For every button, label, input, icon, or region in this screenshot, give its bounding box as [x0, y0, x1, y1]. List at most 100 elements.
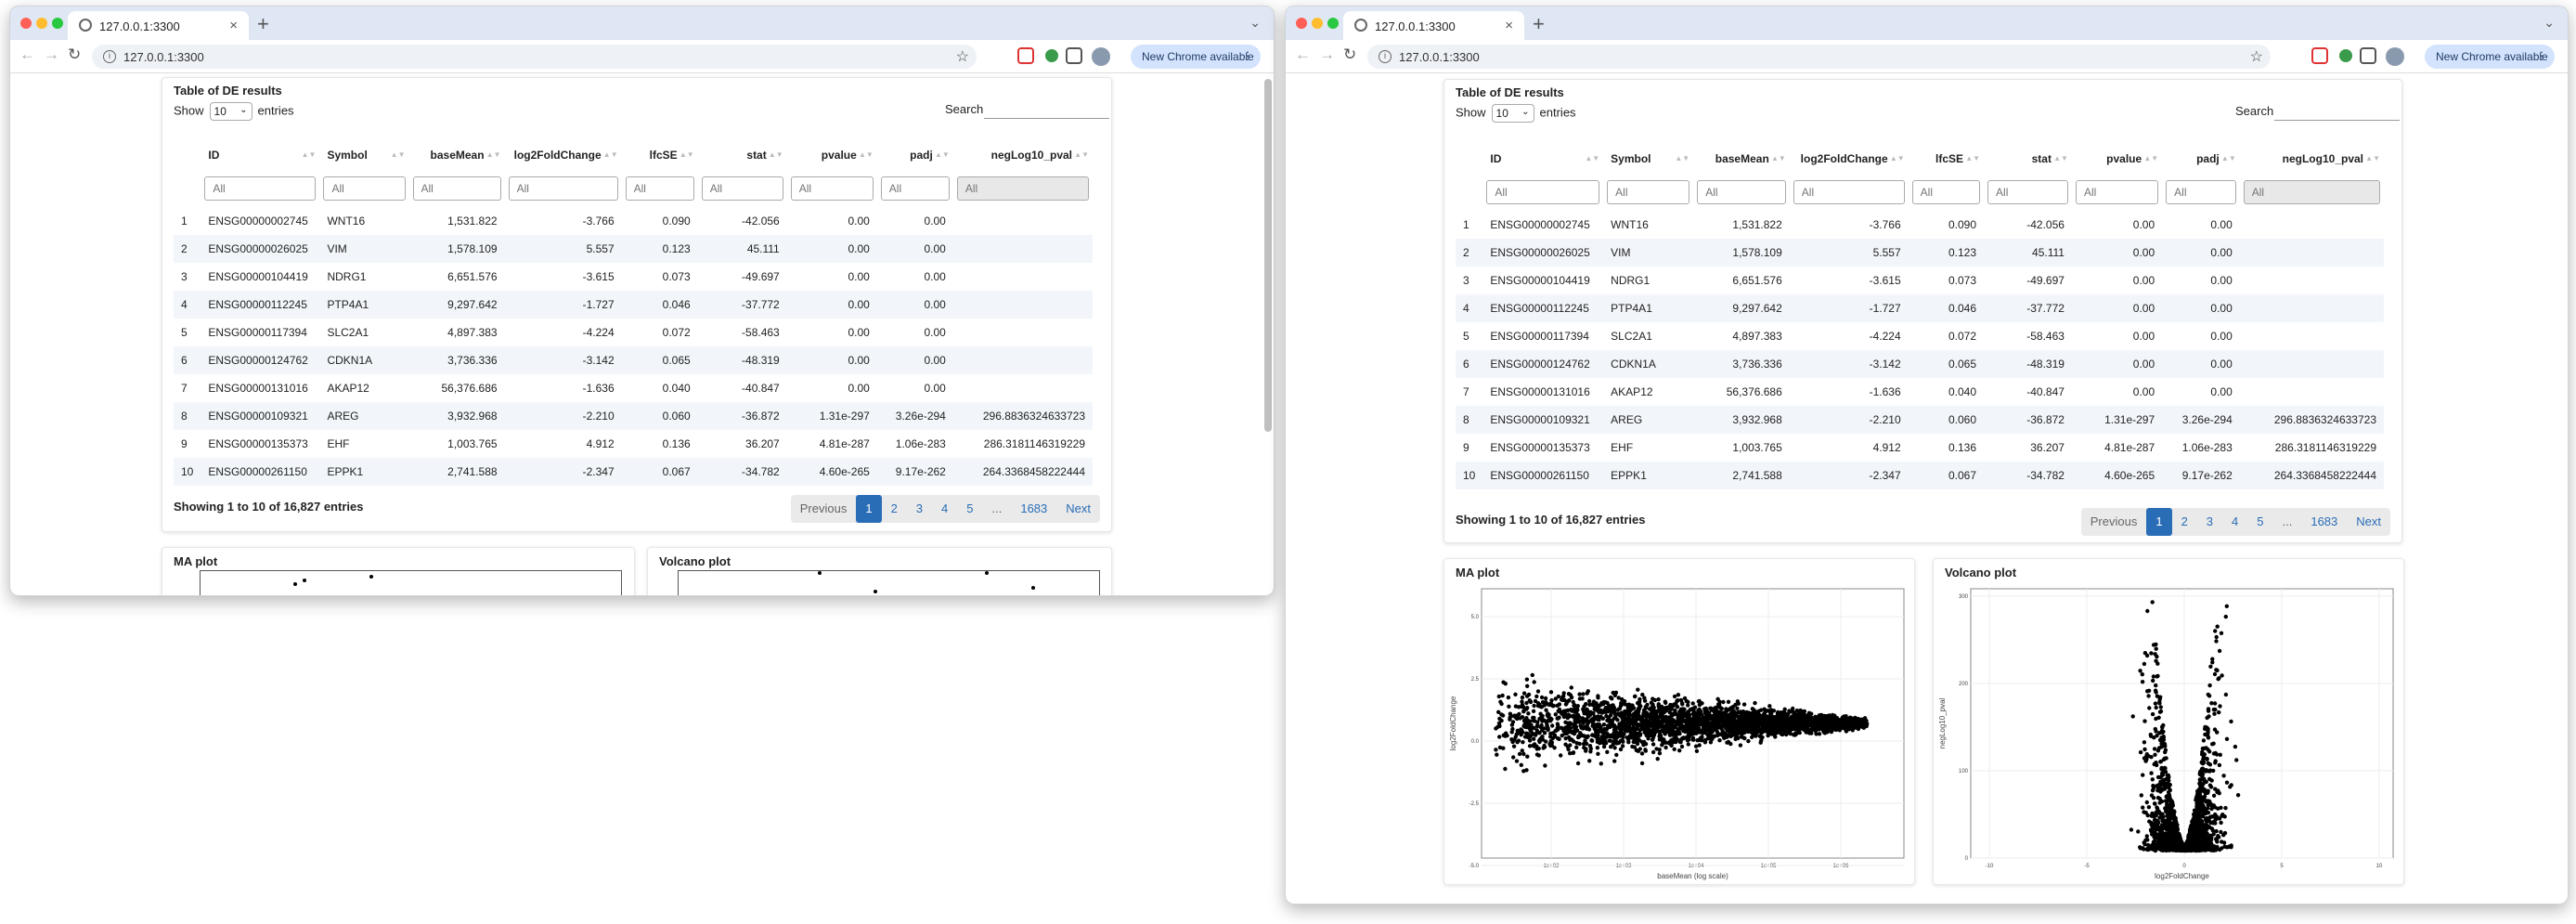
next-page-button[interactable]: Next [2356, 514, 2381, 528]
column-filter-input[interactable] [1987, 180, 2068, 204]
table-row[interactable]: 1 ENSG00000002745 WNT16 1,531.822 -3.766 0.09… [1456, 211, 2384, 239]
col-header[interactable]: pvalue ▲▼ [2072, 143, 2162, 174]
entries-per-page-select[interactable]: 10 ⌄ [1491, 104, 1534, 123]
col-header[interactable]: ID ▲▼ [1482, 143, 1603, 174]
table-row[interactable]: 3 ENSG00000104419 NDRG1 6,651.576 -3.615 0.07… [1456, 267, 2384, 294]
reload-icon[interactable]: ↻ [68, 46, 82, 63]
table-row[interactable]: 10 ENSG00000261150 EPPK1 2,741.588 -2.347 0.0… [174, 458, 1093, 486]
maximize-window-button[interactable] [1327, 18, 1339, 29]
bookmark-star-icon[interactable]: ☆ [2249, 49, 2263, 65]
col-header[interactable]: baseMean ▲▼ [409, 139, 505, 170]
browser-tab[interactable]: 127.0.0.1:3300 × [68, 11, 249, 40]
page-button[interactable]: 2 [2181, 514, 2188, 528]
new-tab-icon[interactable]: + [257, 12, 269, 35]
table-row[interactable]: 4 ENSG00000112245 PTP4A1 9,297.642 -1.727 0.0… [174, 291, 1093, 319]
forward-icon[interactable]: → [1319, 46, 1335, 63]
column-filter-input[interactable] [2166, 180, 2236, 204]
page-button[interactable]: 5 [966, 501, 974, 515]
table-row[interactable]: 6 ENSG00000124762 CDKN1A 3,736.336 -3.142 0.0… [1456, 350, 2384, 378]
col-header[interactable]: pvalue ▲▼ [787, 139, 877, 170]
table-row[interactable]: 1 ENSG00000002745 WNT16 1,531.822 -3.766 0.09… [174, 207, 1093, 235]
column-filter-input[interactable] [1486, 180, 1600, 204]
table-row[interactable]: 9 ENSG00000135373 EHF 1,003.765 4.912 0.136 36… [1456, 434, 2384, 462]
col-header[interactable]: padj ▲▼ [2162, 143, 2240, 174]
table-row[interactable]: 2 ENSG00000026025 VIM 1,578.109 5.557 0.123 45… [174, 235, 1093, 263]
column-filter-input[interactable] [1607, 180, 1690, 204]
new-chrome-available-button[interactable]: New Chrome available ⋮ [1131, 45, 1261, 69]
forward-icon[interactable]: → [44, 46, 59, 63]
col-header[interactable]: Symbol ▲▼ [319, 139, 408, 170]
page-button[interactable]: 3 [915, 501, 924, 515]
column-filter-input[interactable] [880, 176, 950, 201]
col-header[interactable]: baseMean ▲▼ [1693, 143, 1790, 174]
column-filter-input[interactable] [2075, 180, 2159, 204]
pocket-extension-icon[interactable] [1017, 47, 1034, 64]
close-tab-icon[interactable]: × [1505, 18, 1513, 33]
col-header[interactable]: negLog10_pval ▲▼ [2240, 143, 2384, 174]
kebab-menu-icon[interactable]: ⋮ [2536, 49, 2547, 62]
table-row[interactable]: 9 ENSG00000135373 EHF 1,003.765 4.912 0.136 36… [174, 430, 1093, 458]
table-row[interactable]: 10 ENSG00000261150 EPPK1 2,741.588 -2.347 0.0… [1456, 462, 2384, 489]
col-header[interactable]: log2FoldChange ▲▼ [1790, 143, 1909, 174]
column-filter-input[interactable] [1911, 180, 1981, 204]
entries-per-page-select[interactable]: 10 ⌄ [209, 102, 252, 121]
column-filter-input[interactable] [625, 176, 694, 201]
page-button[interactable]: 1683 [1020, 501, 1048, 515]
col-header[interactable]: log2FoldChange ▲▼ [505, 139, 622, 170]
page-button[interactable]: 5 [2257, 514, 2264, 528]
column-filter-input[interactable] [508, 176, 618, 201]
bookmark-star-icon[interactable]: ☆ [955, 49, 969, 65]
green-extension-icon[interactable] [1045, 49, 1058, 62]
col-header[interactable]: stat ▲▼ [698, 139, 787, 170]
new-chrome-available-button[interactable]: New Chrome available ⋮ [2425, 45, 2555, 69]
address-bar[interactable]: i 127.0.0.1:3300 ☆ [92, 45, 977, 69]
page-button[interactable]: 3 [2206, 514, 2214, 528]
close-tab-icon[interactable]: × [229, 18, 238, 33]
col-header[interactable]: stat ▲▼ [1984, 143, 2072, 174]
tab-search-chevron-icon[interactable]: ⌄ [1249, 15, 1261, 30]
page-button[interactable]: 1683 [2311, 514, 2338, 528]
site-info-icon[interactable]: i [1379, 50, 1392, 63]
col-header[interactable]: negLog10_pval ▲▼ [953, 139, 1093, 170]
col-header[interactable]: lfcSE ▲▼ [1909, 143, 1984, 174]
column-filter-input[interactable] [1793, 180, 1905, 204]
tab-search-chevron-icon[interactable]: ⌄ [2544, 15, 2555, 30]
site-info-icon[interactable]: i [103, 50, 116, 63]
profile-avatar[interactable] [1092, 47, 1110, 66]
column-filter-input[interactable] [701, 176, 783, 201]
next-page-button[interactable]: Next [1066, 501, 1091, 515]
close-window-button[interactable] [20, 18, 32, 29]
page-button[interactable]: 4 [941, 501, 949, 515]
green-extension-icon[interactable] [2339, 49, 2352, 62]
page-button[interactable]: 1 [856, 495, 882, 523]
col-header[interactable]: Symbol ▲▼ [1603, 143, 1693, 174]
col-header[interactable]: ID ▲▼ [201, 139, 319, 170]
table-row[interactable]: 8 ENSG00000109321 AREG 3,932.968 -2.210 0.060… [174, 402, 1093, 430]
search-input[interactable] [2274, 102, 2400, 121]
search-input[interactable] [984, 100, 1109, 119]
table-row[interactable]: 8 ENSG00000109321 AREG 3,932.968 -2.210 0.060… [1456, 406, 2384, 434]
back-icon[interactable]: ← [19, 46, 35, 63]
back-icon[interactable]: ← [1295, 46, 1311, 63]
extensions-puzzle-icon[interactable] [2360, 47, 2376, 64]
column-filter-input[interactable] [323, 176, 406, 201]
extensions-puzzle-icon[interactable] [1066, 47, 1082, 64]
table-row[interactable]: 5 ENSG00000117394 SLC2A1 4,897.383 -4.224 0.0… [1456, 322, 2384, 350]
profile-avatar[interactable] [2386, 47, 2404, 66]
previous-page-button[interactable]: Previous [799, 501, 848, 515]
page-button[interactable]: 4 [2232, 514, 2239, 528]
maximize-window-button[interactable] [52, 18, 63, 29]
close-window-button[interactable] [1296, 18, 1307, 29]
col-header[interactable]: lfcSE ▲▼ [622, 139, 698, 170]
pocket-extension-icon[interactable] [2311, 47, 2328, 64]
table-row[interactable]: 5 ENSG00000117394 SLC2A1 4,897.383 -4.224 0.0… [174, 319, 1093, 346]
reload-icon[interactable]: ↻ [1343, 46, 1357, 63]
kebab-menu-icon[interactable]: ⋮ [1242, 49, 1253, 62]
table-row[interactable]: 4 ENSG00000112245 PTP4A1 9,297.642 -1.727 0.0… [1456, 294, 2384, 322]
col-header[interactable]: padj ▲▼ [877, 139, 953, 170]
minimize-window-button[interactable] [36, 18, 47, 29]
table-row[interactable]: 6 ENSG00000124762 CDKN1A 3,736.336 -3.142 0.0… [174, 346, 1093, 374]
minimize-window-button[interactable] [1312, 18, 1323, 29]
page-button[interactable]: 1 [2146, 508, 2172, 536]
table-row[interactable]: 3 ENSG00000104419 NDRG1 6,651.576 -3.615 0.07… [174, 263, 1093, 291]
